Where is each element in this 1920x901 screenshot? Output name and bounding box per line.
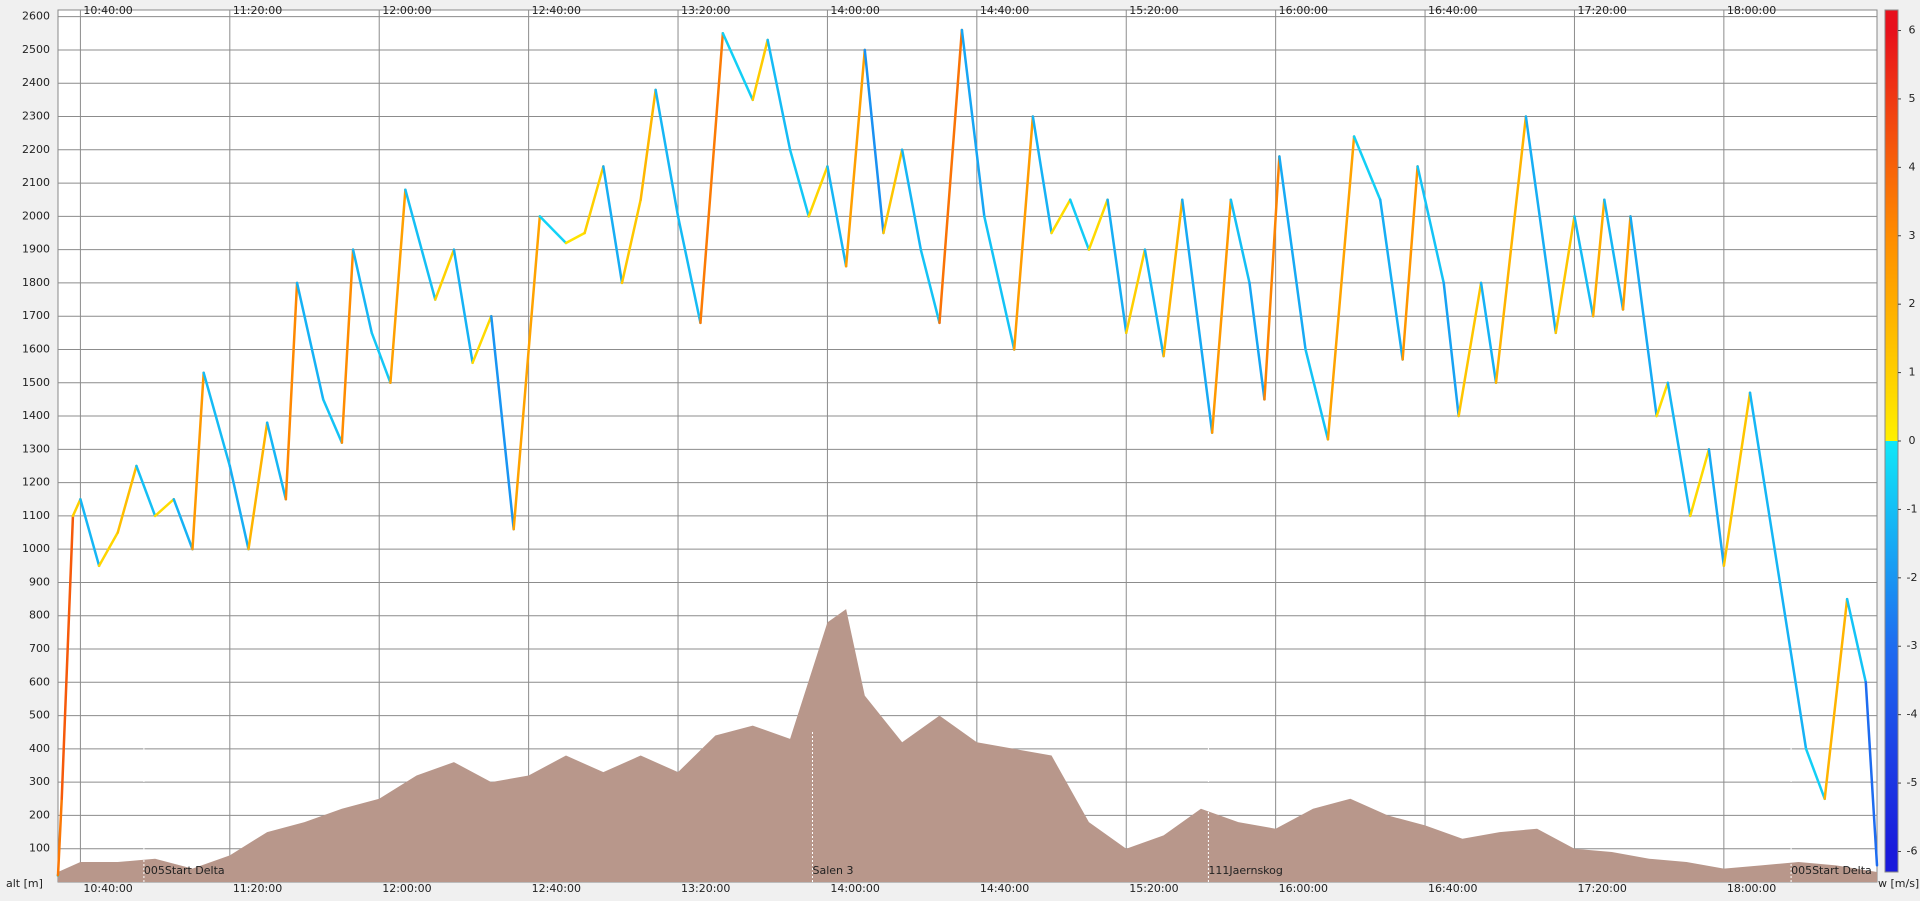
x-tick-label: 16:40:00 [1428,882,1477,895]
y-tick-label: 1800 [22,276,50,289]
waypoint-label: 005Start Delta [1791,864,1872,877]
y-tick-label: 1100 [22,509,50,522]
x-tick-label-top: 15:20:00 [1129,4,1178,17]
waypoint-label: Salen 3 [812,864,853,877]
y-tick-label: 500 [29,709,50,722]
colorbar-tick-label: -3 [1907,639,1918,652]
x-tick-label-top: 12:40:00 [532,4,581,17]
colorbar-tick-label: 0 [1909,434,1916,447]
x-tick-label: 12:40:00 [532,882,581,895]
colorbar-tick-label: 4 [1909,160,1916,173]
y-tick-label: 800 [29,609,50,622]
x-tick-label: 14:40:00 [980,882,1029,895]
waypoint-label: 111Jaernskog [1208,864,1282,877]
x-tick-label: 17:20:00 [1577,882,1626,895]
x-tick-label: 15:20:00 [1129,882,1178,895]
y-tick-label: 1300 [22,442,50,455]
y-tick-label: 900 [29,575,50,588]
x-tick-label-top: 11:20:00 [233,4,282,17]
x-tick-label: 14:00:00 [830,882,879,895]
colorbar-tick-label: 6 [1909,24,1916,37]
y-tick-label: 2100 [22,176,50,189]
x-tick-label: 11:20:00 [233,882,282,895]
x-tick-label-top: 13:20:00 [681,4,730,17]
x-tick-label: 10:40:00 [83,882,132,895]
colorbar-tick-label: -2 [1907,571,1918,584]
x-tick-label-top: 12:00:00 [382,4,431,17]
y-tick-label: 1600 [22,342,50,355]
colorbar-tick-label: -5 [1907,776,1918,789]
x-tick-label: 18:00:00 [1727,882,1776,895]
y-tick-label: 2500 [22,43,50,56]
waypoint-label: 005Start Delta [144,864,225,877]
y-tick-label: 1500 [22,376,50,389]
colorbar-tick-label: 5 [1909,92,1916,105]
x-tick-label-top: 18:00:00 [1727,4,1776,17]
x-tick-label-top: 14:40:00 [980,4,1029,17]
y-tick-label: 400 [29,742,50,755]
y-tick-label: 2000 [22,209,50,222]
x-tick-label: 16:00:00 [1279,882,1328,895]
y-tick-label: 700 [29,642,50,655]
x-tick-label-top: 14:00:00 [830,4,879,17]
x-tick-label-top: 17:20:00 [1577,4,1626,17]
colorbar-tick-label: -6 [1907,844,1918,857]
y-axis-label: alt [m] [6,877,43,890]
colorbar-tick-label: 2 [1909,297,1916,310]
y-tick-label: 2600 [22,10,50,23]
x-tick-label: 12:00:00 [382,882,431,895]
colorbar-label: w [m/s] [1878,877,1919,890]
chart: alt [m] w [m/s] 100 200 300 400 500 600 700 800… [0,0,1920,901]
colorbar-tick-label: 1 [1909,366,1916,379]
y-tick-label: 2200 [22,143,50,156]
y-tick-label: 1400 [22,409,50,422]
y-tick-label: 100 [29,842,50,855]
y-tick-label: 1700 [22,309,50,322]
colorbar [1885,10,1898,872]
y-tick-label: 600 [29,675,50,688]
x-tick-label-top: 16:00:00 [1279,4,1328,17]
y-tick-label: 1200 [22,476,50,489]
x-tick-label-top: 16:40:00 [1428,4,1477,17]
colorbar-tick-label: -4 [1907,708,1918,721]
y-tick-label: 2300 [22,110,50,123]
x-tick-label: 13:20:00 [681,882,730,895]
colorbar-tick-label: 3 [1909,229,1916,242]
y-tick-label: 300 [29,775,50,788]
y-tick-label: 1000 [22,542,50,555]
y-tick-label: 1900 [22,243,50,256]
y-tick-label: 200 [29,808,50,821]
colorbar-tick-label: -1 [1907,502,1918,515]
y-tick-label: 2400 [22,76,50,89]
x-tick-label-top: 10:40:00 [83,4,132,17]
